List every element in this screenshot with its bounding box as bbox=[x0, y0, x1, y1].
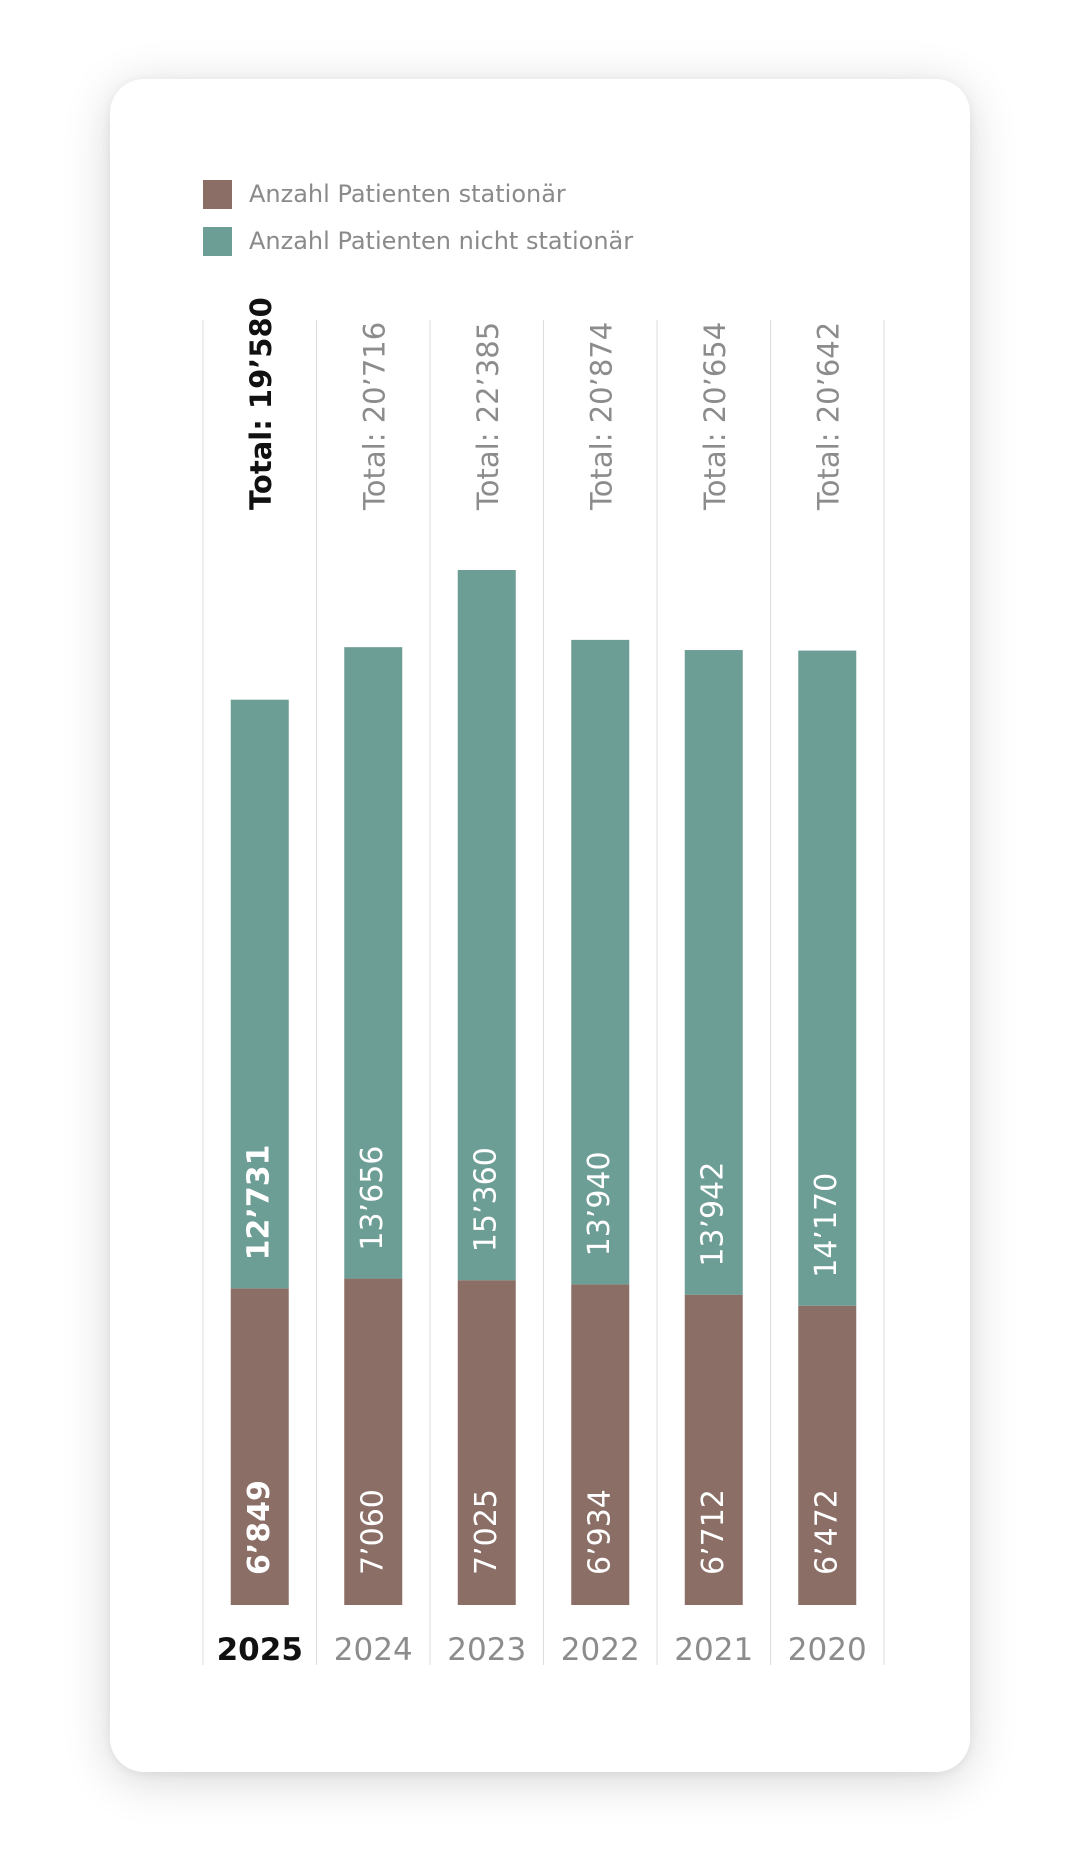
legend-label-nicht-stationaer: Anzahl Patienten nicht stationär bbox=[249, 227, 634, 255]
legend-item-stationaer: Anzahl Patienten stationär bbox=[203, 179, 633, 209]
category-label-2024: 2024 bbox=[334, 1632, 413, 1668]
bar-stationaer-2025 bbox=[230, 1288, 289, 1605]
data-label-nicht-stationaer-2025: 12’731 bbox=[242, 1145, 277, 1261]
category-label-2025: 2025 bbox=[217, 1632, 303, 1668]
total-label-2021: Total: 20’654 bbox=[698, 322, 732, 511]
category-label-2023: 2023 bbox=[447, 1632, 526, 1668]
bar-stationaer-2021 bbox=[684, 1294, 743, 1605]
data-label-nicht-stationaer-2022: 13’940 bbox=[582, 1151, 617, 1256]
bar-nicht-stationaer-2021 bbox=[684, 650, 743, 1295]
data-label-nicht-stationaer-2023: 15’360 bbox=[469, 1147, 504, 1252]
legend-swatch-stationaer bbox=[203, 179, 232, 209]
bar-stationaer-2022 bbox=[571, 1284, 630, 1605]
category-label-2020: 2020 bbox=[788, 1632, 867, 1668]
data-label-stationaer-2024: 7’060 bbox=[355, 1489, 390, 1575]
legend-label-stationaer: Anzahl Patienten stationär bbox=[249, 180, 566, 208]
bar-stationaer-2024 bbox=[344, 1278, 403, 1605]
bar-nicht-stationaer-2023 bbox=[457, 570, 516, 1281]
legend-item-nicht-stationaer: Anzahl Patienten nicht stationär bbox=[203, 226, 633, 256]
category-label-2022: 2022 bbox=[561, 1632, 640, 1668]
legend: Anzahl Patienten stationär Anzahl Patien… bbox=[203, 179, 633, 273]
data-label-stationaer-2021: 6’712 bbox=[696, 1489, 731, 1575]
data-label-nicht-stationaer-2024: 13’656 bbox=[355, 1146, 390, 1251]
data-label-stationaer-2025: 6’849 bbox=[242, 1480, 277, 1575]
bar-nicht-stationaer-2022 bbox=[571, 639, 630, 1285]
bar-nicht-stationaer-2020 bbox=[798, 650, 857, 1306]
data-label-stationaer-2020: 6’472 bbox=[809, 1489, 844, 1575]
bar-stationaer-2023 bbox=[457, 1280, 516, 1605]
data-label-nicht-stationaer-2020: 14’170 bbox=[809, 1173, 844, 1278]
category-label-2021: 2021 bbox=[674, 1632, 753, 1668]
total-label-2023: Total: 22’385 bbox=[471, 322, 505, 511]
data-label-stationaer-2022: 6’934 bbox=[582, 1489, 617, 1575]
total-label-2024: Total: 20’716 bbox=[357, 322, 391, 511]
bar-nicht-stationaer-2024 bbox=[344, 647, 403, 1279]
data-label-nicht-stationaer-2021: 13’942 bbox=[696, 1162, 731, 1267]
legend-swatch-nicht-stationaer bbox=[203, 226, 232, 256]
bar-nicht-stationaer-2025 bbox=[230, 699, 289, 1289]
bar-stationaer-2020 bbox=[798, 1305, 857, 1605]
total-label-2022: Total: 20’874 bbox=[584, 322, 618, 511]
total-label-2020: Total: 20’642 bbox=[811, 322, 845, 511]
data-label-stationaer-2023: 7’025 bbox=[469, 1489, 504, 1575]
total-label-2025: Total: 19’580 bbox=[244, 297, 278, 510]
